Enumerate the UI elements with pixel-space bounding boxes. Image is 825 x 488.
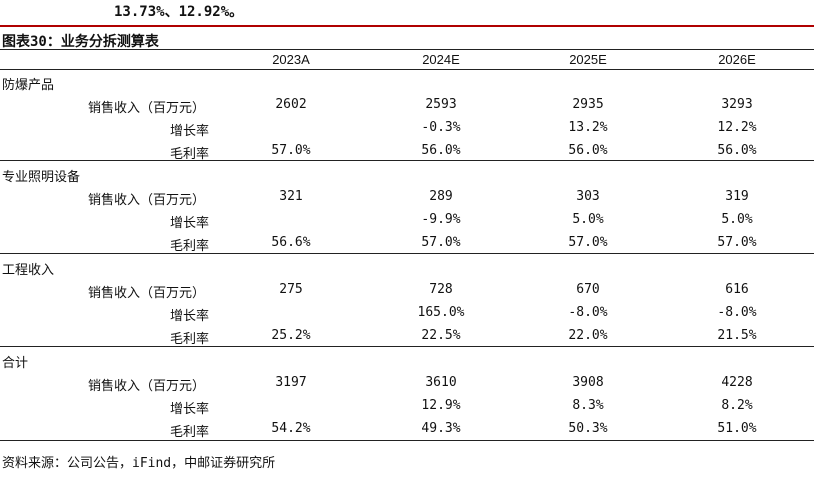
table-cell: 54.2% [271, 421, 311, 436]
table-cell: 21.5% [717, 328, 757, 343]
year-header-2023: 2023A [272, 52, 310, 67]
header-bottom-rule [0, 69, 814, 70]
table-cell: 22.5% [421, 328, 461, 343]
section-divider [0, 253, 814, 254]
year-header-2026: 2026E [718, 52, 756, 67]
table-cell: 51.0% [717, 421, 757, 436]
table-cell: 2593 [425, 97, 457, 112]
table-bottom-rule [0, 440, 814, 441]
table-cell: 5.0% [572, 212, 604, 227]
table-cell: 4228 [721, 375, 753, 390]
table-cell: 12.2% [717, 120, 757, 135]
table-cell: 289 [429, 189, 453, 204]
table-cell: 165.0% [417, 305, 465, 320]
section-heading: 防爆产品 [2, 78, 55, 93]
row-label: 毛利率 [169, 147, 209, 162]
table-cell: 57.0% [271, 143, 311, 158]
table-cell: 3908 [572, 375, 604, 390]
table-cell: 319 [725, 189, 749, 204]
section-heading: 合计 [2, 356, 29, 371]
table-cell: 49.3% [421, 421, 461, 436]
table-cell: 13.2% [568, 120, 608, 135]
table-cell: 670 [576, 282, 600, 297]
table-cell: 57.0% [717, 235, 757, 250]
table-cell: 25.2% [271, 328, 311, 343]
row-label: 毛利率 [169, 332, 209, 347]
year-header-2025: 2025E [569, 52, 607, 67]
row-label: 增长率 [169, 124, 209, 139]
row-label: 销售收入（百万元） [87, 193, 205, 208]
table-cell: 728 [429, 282, 453, 297]
row-label: 毛利率 [169, 425, 209, 440]
row-label: 销售收入（百万元） [87, 101, 205, 116]
section-heading: 专业照明设备 [2, 170, 81, 185]
table-cell: 22.0% [568, 328, 608, 343]
section-divider [0, 346, 814, 347]
section-heading: 工程收入 [2, 263, 55, 278]
table-cell: 275 [279, 282, 303, 297]
table-cell: 56.6% [271, 235, 311, 250]
row-label: 销售收入（百万元） [87, 286, 205, 301]
table-cell: 8.2% [721, 398, 753, 413]
table-cell: 303 [576, 189, 600, 204]
table-cell: 3293 [721, 97, 753, 112]
table-cell: 2935 [572, 97, 604, 112]
year-header-2024: 2024E [422, 52, 460, 67]
table-cell: -0.3% [421, 120, 461, 135]
table-cell: 56.0% [717, 143, 757, 158]
table-cell: 12.9% [421, 398, 461, 413]
row-label: 增长率 [169, 402, 209, 417]
table-cell: 3610 [425, 375, 457, 390]
row-label: 增长率 [169, 216, 209, 231]
table-cell: 56.0% [568, 143, 608, 158]
header-top-rule [0, 49, 814, 50]
table-cell: -9.9% [421, 212, 461, 227]
table-cell: 321 [279, 189, 303, 204]
table-cell: 3197 [275, 375, 307, 390]
source-note: 资料来源：公司公告，iFind，中邮证券研究所 [2, 456, 276, 471]
table-cell: 616 [725, 282, 749, 297]
table-cell: 56.0% [421, 143, 461, 158]
row-label: 增长率 [169, 309, 209, 324]
row-label: 销售收入（百万元） [87, 379, 205, 394]
table-cell: -8.0% [568, 305, 608, 320]
table-cell: 57.0% [421, 235, 461, 250]
section-divider [0, 160, 814, 161]
table-cell: 57.0% [568, 235, 608, 250]
table-cell: 50.3% [568, 421, 608, 436]
table-title: 图表30：业务分拆测算表 [2, 34, 159, 50]
table-cell: 5.0% [721, 212, 753, 227]
table-cell: 8.3% [572, 398, 604, 413]
row-label: 毛利率 [169, 239, 209, 254]
title-top-rule [0, 25, 814, 27]
table-cell: -8.0% [717, 305, 757, 320]
intro-text: 13.73%、12.92%。 [114, 4, 244, 20]
table-cell: 2602 [275, 97, 307, 112]
